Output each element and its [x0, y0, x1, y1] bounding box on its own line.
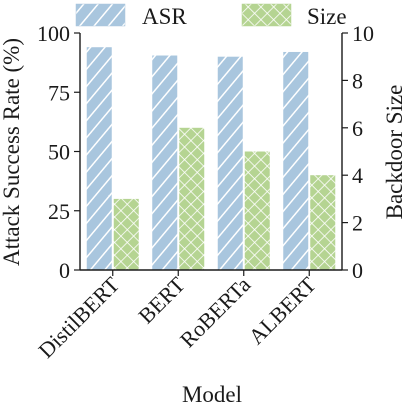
- left-tick-label: 0: [59, 258, 70, 283]
- bar-size-albert: [310, 175, 336, 270]
- bars-layer: [86, 47, 336, 271]
- left-tick-label: 50: [48, 140, 70, 165]
- bar-size-distilbert: [113, 198, 139, 270]
- left-tick-label: 75: [48, 80, 70, 105]
- x-tick-label-distilbert: DistilBERT: [33, 271, 124, 362]
- x-axis-label: Model: [182, 382, 242, 407]
- bar-size-roberta: [244, 151, 270, 270]
- y2-axis-label: Backdoor Size: [382, 85, 407, 220]
- right-tick-label: 4: [352, 163, 363, 188]
- legend-label-asr: ASR: [142, 4, 187, 29]
- bar-asr-distilbert: [86, 47, 112, 270]
- right-axis-ticks: 0 2 4 6 8 10: [342, 21, 374, 283]
- legend-label-size: Size: [307, 4, 347, 29]
- right-tick-label: 8: [352, 68, 363, 93]
- right-tick-label: 6: [352, 116, 363, 141]
- right-tick-label: 2: [352, 211, 363, 236]
- left-axis-ticks: 0 25 50 75 100: [37, 21, 80, 283]
- legend-swatch-size: [241, 3, 292, 27]
- legend-swatch-asr: [75, 3, 126, 27]
- left-tick-label: 100: [37, 21, 70, 46]
- legend: ASR Size: [75, 3, 347, 29]
- bar-asr-albert: [283, 51, 309, 271]
- bar-asr-bert: [152, 55, 178, 270]
- x-tick-label-bert: BERT: [133, 271, 190, 328]
- right-tick-label: 0: [352, 258, 363, 283]
- bar-asr-roberta: [217, 56, 243, 271]
- x-tick-label-roberta: RoBERTa: [175, 272, 256, 353]
- right-tick-label: 10: [352, 21, 374, 46]
- y-axis-label: Attack Success Rate (%): [0, 38, 24, 266]
- left-tick-label: 25: [48, 199, 70, 224]
- x-tick-label-albert: ALBERT: [244, 271, 322, 349]
- bar-size-bert: [179, 127, 205, 270]
